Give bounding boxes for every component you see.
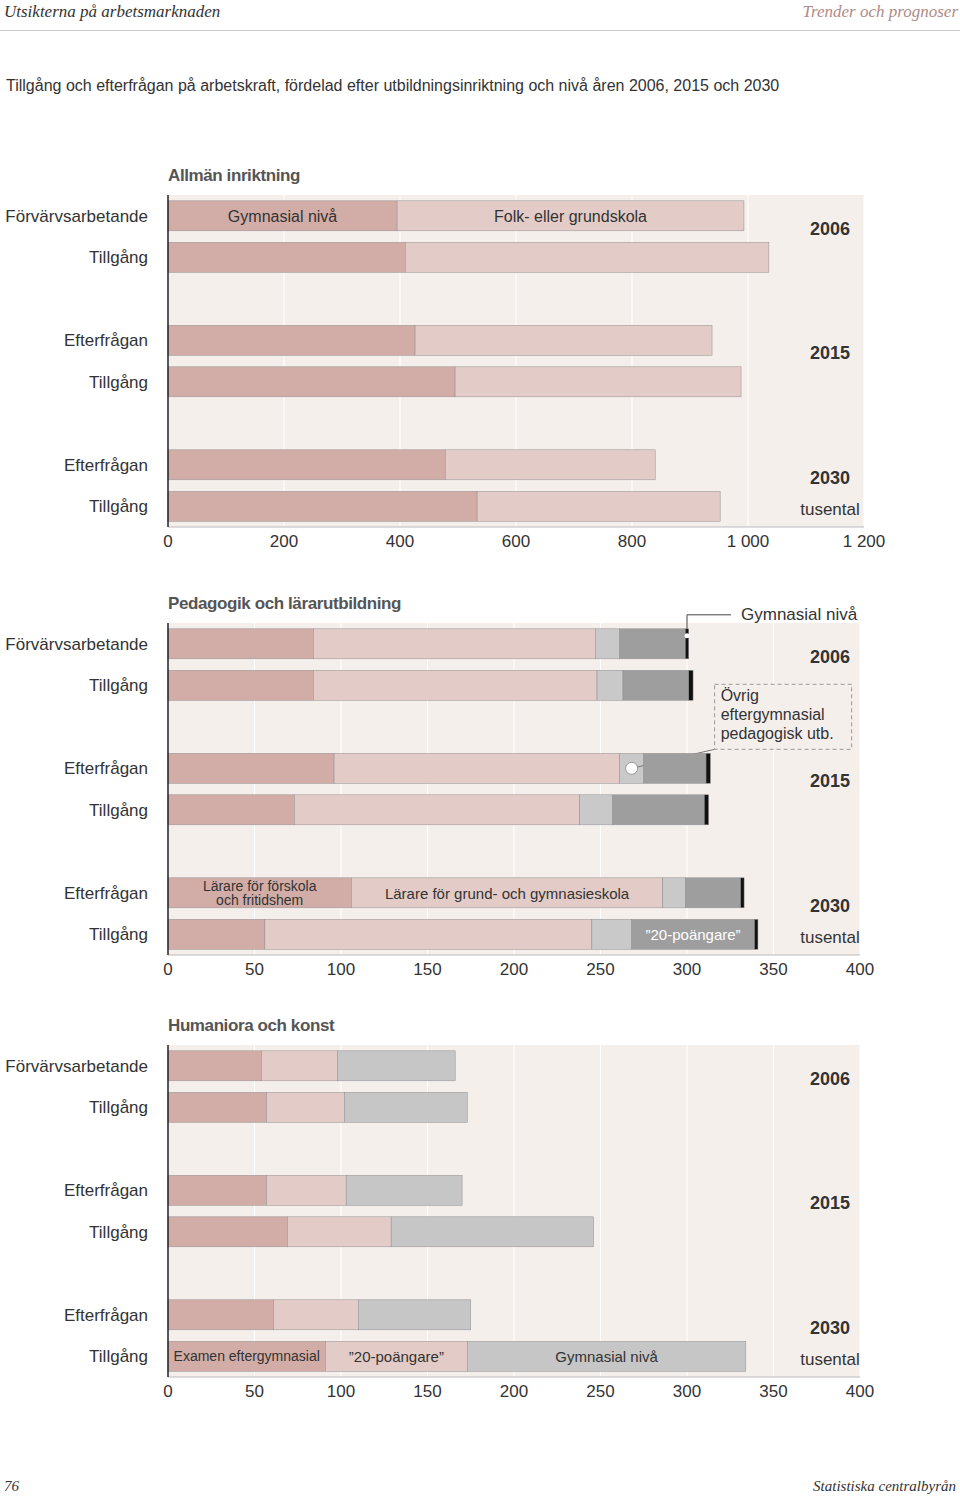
svg-text:100: 100: [327, 960, 355, 979]
html-text:2030: 2030: [810, 1317, 850, 1337]
svg-text:250: 250: [586, 1382, 614, 1401]
svg-text:Folk- eller grundskola: Folk- eller grundskola: [494, 207, 647, 224]
html-text:2015: 2015: [810, 342, 850, 363]
svg-text:400: 400: [386, 532, 414, 551]
svg-text:Efterfrågan: Efterfrågan: [64, 331, 148, 350]
svg-text:300: 300: [673, 960, 701, 979]
svg-text:Tillgång: Tillgång: [89, 373, 148, 392]
svg-text:350: 350: [759, 960, 787, 979]
svg-text:Gymnasial nivå: Gymnasial nivå: [555, 1348, 658, 1365]
svg-text:Tillgång: Tillgång: [89, 1223, 148, 1242]
svg-text:200: 200: [500, 960, 528, 979]
html-text:Statistiska centralbyrån: Statistiska centralbyrån: [813, 1478, 956, 1494]
svg-text:200: 200: [500, 1382, 528, 1401]
svg-text:1 200: 1 200: [843, 532, 886, 551]
svg-text:Gymnasial nivå: Gymnasial nivå: [228, 207, 337, 224]
html-text:2006: 2006: [810, 1068, 850, 1088]
svg-text:300: 300: [673, 1382, 701, 1401]
svg-text:Examen eftergymnasial: Examen eftergymnasial: [174, 1348, 320, 1364]
svg-text:Gymnasial nivå: Gymnasial nivå: [741, 605, 858, 624]
html-text:Humaniora och konst: Humaniora och konst: [168, 1016, 335, 1035]
svg-text:”20-poängare”: ”20-poängare”: [646, 926, 741, 943]
svg-text:50: 50: [245, 1382, 264, 1401]
svg-text:Efterfrågan: Efterfrågan: [64, 759, 148, 778]
svg-text:400: 400: [846, 960, 874, 979]
svg-text:Efterfrågan: Efterfrågan: [64, 884, 148, 903]
svg-text:400: 400: [846, 1382, 874, 1401]
html-text:Trender och prognoser: Trender och prognoser: [802, 2, 958, 21]
svg-text:1 000: 1 000: [727, 532, 770, 551]
svg-text:150: 150: [413, 1382, 441, 1401]
svg-text:”20-poängare”: ”20-poängare”: [349, 1348, 444, 1365]
svg-text:Tillgång: Tillgång: [89, 1347, 148, 1366]
html-text:tusental: tusental: [800, 1349, 860, 1369]
svg-text:Lärare för förskolaoch fritids: Lärare för förskolaoch fritidshem: [203, 878, 317, 908]
svg-text:0: 0: [163, 960, 172, 979]
svg-text:Tillgång: Tillgång: [89, 1098, 148, 1117]
svg-text:100: 100: [327, 1382, 355, 1401]
html-text:2015: 2015: [810, 1192, 850, 1213]
html-text:Tillgång och efterfrågan på ar: Tillgång och efterfrågan på arbetskraft,…: [6, 77, 780, 94]
svg-text:Efterfrågan: Efterfrågan: [64, 456, 148, 475]
html-text:Utsikterna på arbetsmarknaden: Utsikterna på arbetsmarknaden: [4, 2, 221, 21]
svg-text:Förvärvsarbetande: Förvärvsarbetande: [8, 635, 148, 654]
svg-text:50: 50: [245, 960, 264, 979]
svg-text:600: 600: [502, 532, 530, 551]
svg-text:Tillgång: Tillgång: [89, 925, 148, 944]
html-text:2015: 2015: [810, 770, 850, 791]
svg-text:150: 150: [413, 960, 441, 979]
html-text:2030: 2030: [810, 895, 850, 915]
html-text:76: 76: [4, 1478, 19, 1494]
svg-text:800: 800: [618, 532, 646, 551]
svg-text:Efterfrågan: Efterfrågan: [64, 1181, 148, 1200]
html-text:2006: 2006: [810, 218, 850, 238]
html-text:Pedagogik och lärarutbildning: Pedagogik och lärarutbildning: [168, 594, 401, 613]
svg-text:0: 0: [163, 532, 172, 551]
svg-text:Lärare för grund- och gymnasie: Lärare för grund- och gymnasieskola: [385, 884, 630, 901]
html-text:tusental: tusental: [800, 499, 860, 519]
svg-text:Tillgång: Tillgång: [89, 497, 148, 516]
svg-text:Tillgång: Tillgång: [89, 676, 148, 695]
svg-text:Förvärvsarbetande: Förvärvsarbetande: [8, 1057, 148, 1076]
svg-text:250: 250: [586, 960, 614, 979]
svg-text:Förvärvsarbetande: Förvärvsarbetande: [8, 207, 148, 226]
svg-text:350: 350: [759, 1382, 787, 1401]
svg-text:200: 200: [270, 532, 298, 551]
svg-text:0: 0: [163, 1382, 172, 1401]
svg-text:Tillgång: Tillgång: [89, 801, 148, 820]
html-text:Allmän inriktning: Allmän inriktning: [168, 166, 300, 185]
html-text:2030: 2030: [810, 467, 850, 487]
svg-text:Tillgång: Tillgång: [89, 248, 148, 267]
svg-text:Efterfrågan: Efterfrågan: [64, 1306, 148, 1325]
html-text:tusental: tusental: [800, 927, 860, 947]
html-text:2006: 2006: [810, 646, 850, 666]
svg-text:Övrigeftergymnasialpedagogisk: Övrigeftergymnasialpedagogisk utb.: [721, 687, 834, 742]
